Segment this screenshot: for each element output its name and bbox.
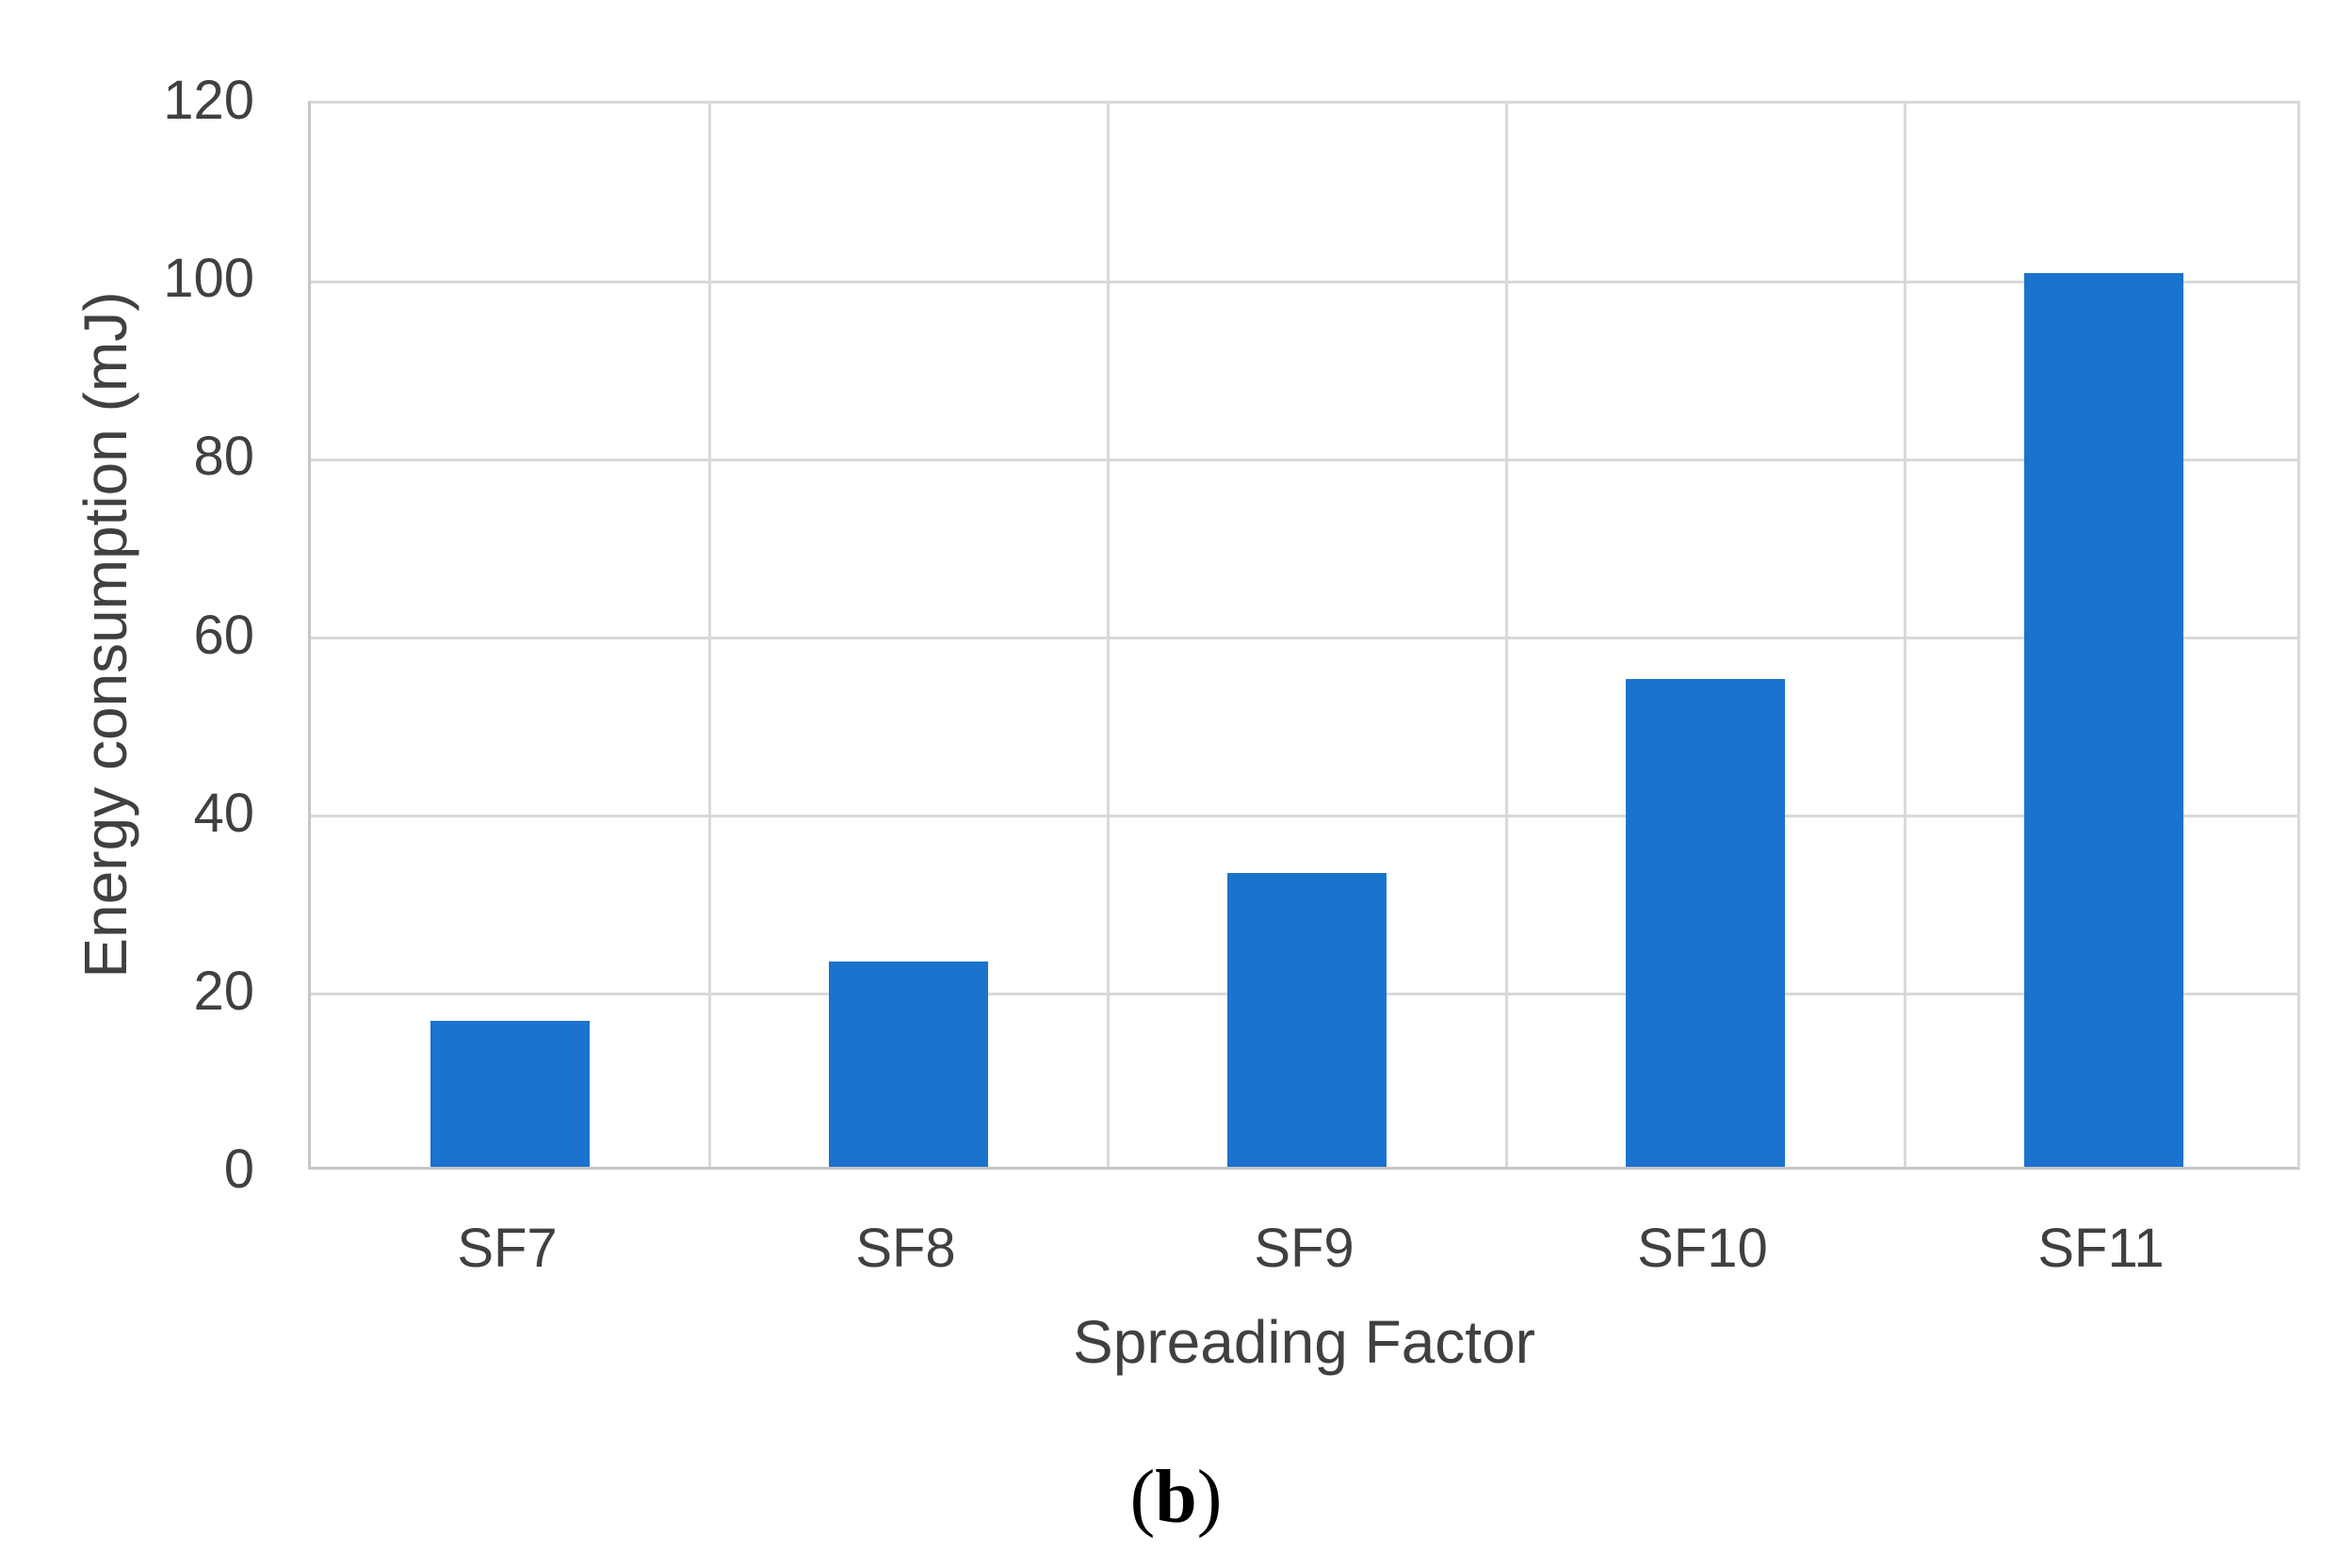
y-tick-label-100: 100 (163, 248, 254, 310)
x-tick-label-sf10: SF10 (1637, 1218, 1768, 1279)
y-tick-label-20: 20 (193, 960, 254, 1022)
bar-sf8 (828, 962, 989, 1167)
x-axis-title: Spreading Factor (1073, 1308, 1535, 1376)
gridline-h-100 (311, 280, 2297, 283)
gridline-v-2 (1106, 104, 1110, 1167)
gridline-h-60 (311, 637, 2297, 639)
gridline-v-1 (707, 104, 711, 1167)
caption-letter: b (1155, 1456, 1197, 1539)
y-tick-label-80: 80 (193, 426, 254, 488)
x-tick-label-sf11: SF11 (2037, 1218, 2165, 1279)
gridline-v-4 (1903, 104, 1906, 1167)
y-tick-label-0: 0 (223, 1139, 254, 1200)
bar-sf7 (430, 1020, 591, 1167)
gridline-h-40 (311, 815, 2297, 818)
gridline-h-80 (311, 458, 2297, 461)
y-tick-label-40: 40 (193, 782, 254, 844)
gridline-v-3 (1504, 104, 1508, 1167)
plot-area (308, 101, 2300, 1170)
y-tick-label-120: 120 (163, 70, 254, 131)
y-tick-label-60: 60 (193, 604, 254, 666)
bar-sf11 (2023, 273, 2184, 1167)
x-tick-label-sf7: SF7 (457, 1218, 558, 1279)
bar-sf9 (1226, 872, 1387, 1167)
x-tick-label-sf8: SF8 (855, 1218, 956, 1279)
figure-caption: (b) (1130, 1455, 1223, 1541)
caption-open-paren: ( (1129, 1456, 1156, 1539)
bar-sf10 (1625, 678, 1786, 1167)
x-tick-label-sf9: SF9 (1254, 1218, 1354, 1279)
caption-close-paren: ) (1196, 1456, 1223, 1539)
